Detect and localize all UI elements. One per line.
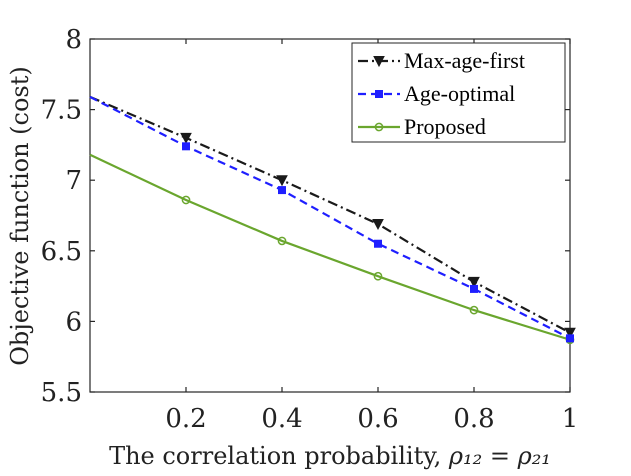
legend-label: Proposed — [404, 114, 486, 139]
y-tick-label: 5.5 — [41, 378, 82, 408]
legend-label: Max-age-first — [404, 48, 525, 73]
x-tick-label: 0.4 — [261, 404, 302, 434]
x-tick-label: 0.6 — [357, 404, 398, 434]
data-point-0 — [180, 132, 192, 144]
y-axis-label: Objective function (cost) — [6, 66, 34, 366]
series-line-1 — [89, 95, 571, 340]
data-point-2 — [181, 195, 191, 205]
x-tick-label: 0.2 — [165, 404, 206, 434]
y-tick-label: 8 — [65, 25, 82, 55]
data-point-1 — [374, 239, 382, 248]
y-tick-label: 7 — [65, 166, 82, 196]
x-axis-label-math: ρ₁₂ = ρ₂₁ — [448, 442, 551, 470]
data-point-0 — [564, 327, 576, 339]
axes-frame-layer — [89, 38, 571, 393]
data-point-2 — [469, 305, 479, 315]
y-tick-label: 6 — [65, 307, 82, 337]
x-tick-label: 0.8 — [453, 404, 494, 434]
data-point-2 — [277, 236, 287, 246]
legend-marker — [373, 56, 385, 68]
data-point-1 — [566, 334, 574, 343]
x-tick-label: 1 — [562, 404, 579, 434]
series-line-2 — [89, 153, 571, 341]
data-point-1 — [278, 186, 286, 195]
legend: Max-age-first Age-optimal Proposed — [351, 42, 566, 143]
data-point-1 — [470, 284, 478, 293]
x-axis-label: The correlation probability, ρ₁₂ = ρ₂₁ — [109, 442, 551, 470]
legend-box — [351, 42, 566, 143]
plot-area-frame — [89, 38, 571, 393]
legend-marker — [374, 122, 384, 132]
legend-label: Age-optimal — [404, 81, 515, 106]
series-layer — [89, 95, 576, 345]
data-point-0 — [276, 175, 288, 187]
legend-marker — [375, 90, 383, 98]
data-point-2 — [373, 271, 383, 281]
y-tick-label: 7.5 — [41, 96, 82, 126]
data-point-0 — [468, 276, 480, 288]
series-line-0 — [89, 95, 571, 334]
x-axis-label-text: The correlation probability, — [109, 442, 449, 470]
y-tick-label: 6.5 — [41, 237, 82, 267]
ticks-layer: 0.2 0.4 0.6 0.8 1 5.5 6 6.5 7 7.5 8 — [41, 25, 579, 434]
data-point-0 — [372, 218, 384, 231]
data-point-1 — [182, 142, 190, 151]
